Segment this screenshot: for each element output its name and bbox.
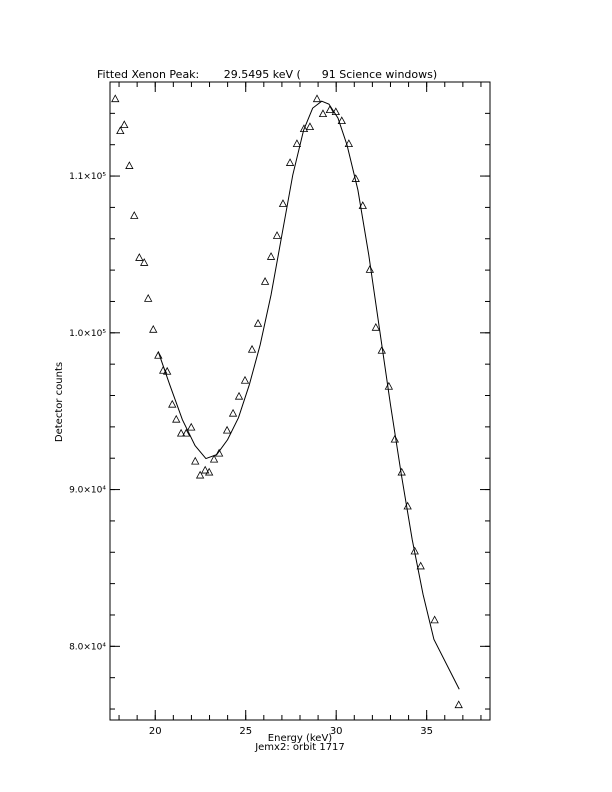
data-point bbox=[120, 120, 129, 129]
data-point bbox=[278, 199, 288, 207]
data-point bbox=[266, 252, 276, 260]
data-point bbox=[403, 501, 412, 510]
data-point bbox=[272, 231, 282, 239]
fit-line bbox=[157, 100, 460, 690]
data-point bbox=[390, 434, 399, 443]
data-point bbox=[285, 158, 295, 166]
data-point bbox=[430, 615, 439, 624]
data-point bbox=[140, 258, 149, 266]
data-point bbox=[135, 253, 144, 261]
data-point bbox=[222, 425, 232, 434]
data-point bbox=[187, 422, 196, 431]
data-point bbox=[247, 344, 257, 353]
data-point bbox=[384, 381, 394, 390]
y-tick-label: 8.0×10⁴ bbox=[69, 642, 106, 652]
x-tick-label: 35 bbox=[420, 726, 433, 737]
data-point bbox=[176, 428, 186, 437]
data-point bbox=[201, 465, 210, 474]
data-point bbox=[337, 116, 346, 125]
data-point bbox=[154, 350, 163, 359]
data-point bbox=[195, 470, 205, 479]
data-point bbox=[299, 124, 309, 133]
data-point bbox=[130, 211, 139, 219]
data-point bbox=[204, 467, 214, 476]
data-point bbox=[371, 322, 380, 331]
data-point bbox=[318, 109, 328, 118]
y-tick-label: 9.0×10⁴ bbox=[69, 486, 106, 496]
data-point bbox=[149, 324, 158, 333]
data-point bbox=[144, 294, 153, 302]
x-tick-label: 25 bbox=[239, 726, 252, 737]
chart-title: Fitted Xenon Peak: 29.5495 keV ( 91 Scie… bbox=[97, 68, 437, 81]
data-point bbox=[305, 122, 315, 131]
data-point bbox=[209, 454, 219, 463]
data-point bbox=[214, 448, 224, 457]
data-point bbox=[168, 399, 177, 408]
data-point bbox=[125, 161, 134, 169]
y-axis-label: Detector counts bbox=[54, 362, 65, 442]
data-point bbox=[377, 345, 386, 354]
x-tick-label: 20 bbox=[149, 726, 162, 737]
data-point bbox=[292, 139, 302, 148]
data-point bbox=[454, 700, 463, 709]
data-point bbox=[116, 126, 125, 135]
data-point bbox=[172, 414, 181, 423]
subtitle: Jemx2: orbit 1717 bbox=[254, 742, 345, 753]
data-point bbox=[228, 408, 238, 417]
plot-frame bbox=[109, 81, 491, 721]
data-point bbox=[416, 561, 425, 570]
y-tick-label: 1.0×10⁵ bbox=[69, 329, 106, 339]
data-point bbox=[358, 201, 367, 209]
data-point bbox=[240, 375, 250, 384]
data-point bbox=[260, 277, 270, 285]
y-tick-label: 1.1×10⁵ bbox=[69, 172, 106, 182]
data-point bbox=[191, 456, 200, 465]
data-point bbox=[111, 94, 120, 103]
x-axis-label: Energy (keV) bbox=[268, 733, 333, 744]
data-point bbox=[234, 391, 244, 400]
data-point bbox=[312, 94, 322, 103]
data-point bbox=[253, 318, 263, 327]
data-point bbox=[182, 428, 191, 437]
data-point bbox=[325, 105, 335, 114]
x-tick-label: 30 bbox=[330, 726, 343, 737]
data-point bbox=[344, 139, 354, 148]
data-point bbox=[365, 265, 375, 273]
